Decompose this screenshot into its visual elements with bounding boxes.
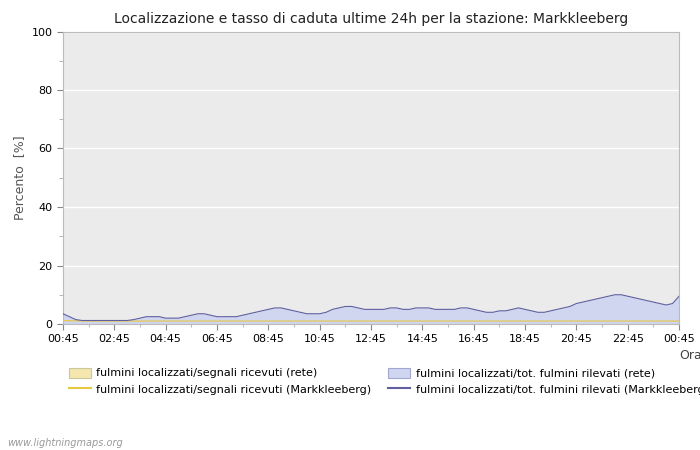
- Y-axis label: Percento  [%]: Percento [%]: [13, 135, 26, 220]
- Text: www.lightningmaps.org: www.lightningmaps.org: [7, 438, 122, 448]
- Legend: fulmini localizzati/segnali ricevuti (rete), fulmini localizzati/segnali ricevut: fulmini localizzati/segnali ricevuti (re…: [69, 368, 700, 395]
- Text: Orario: Orario: [679, 349, 700, 362]
- Title: Localizzazione e tasso di caduta ultime 24h per la stazione: Markkleeberg: Localizzazione e tasso di caduta ultime …: [114, 12, 628, 26]
